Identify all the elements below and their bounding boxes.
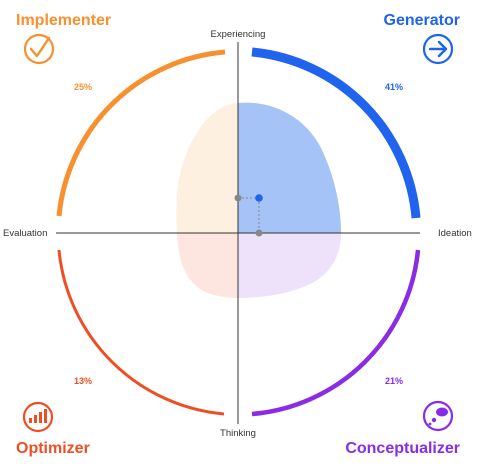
projection-point-right xyxy=(255,229,263,237)
signal-bars-circle-icon xyxy=(22,401,54,433)
arc-optimizer xyxy=(57,249,225,416)
blob-conceptualizer-area xyxy=(238,233,341,298)
implementer-percent: 25% xyxy=(74,82,92,92)
blob-generator-area xyxy=(238,102,341,233)
profile-blob xyxy=(176,102,341,298)
position-marker xyxy=(234,194,263,237)
position-dot xyxy=(255,194,263,202)
optimizer-percent: 13% xyxy=(74,376,92,386)
axis-label-bottom: Thinking xyxy=(220,428,256,439)
generator-percent: 41% xyxy=(385,82,403,92)
axis-label-top: Experiencing xyxy=(211,29,266,40)
blob-implementer-area xyxy=(176,103,238,233)
arc-conceptualizer xyxy=(251,249,421,417)
axis-label-left: Evaluation xyxy=(3,228,47,239)
conceptualizer-title: Conceptualizer xyxy=(345,440,460,457)
generator-title: Generator xyxy=(384,12,460,29)
arc-implementer xyxy=(56,49,226,217)
blob-optimizer-area xyxy=(177,233,238,298)
arrow-right-circle-icon xyxy=(422,33,454,65)
optimizer-title: Optimizer xyxy=(16,440,90,457)
implementer-title: Implementer xyxy=(16,12,111,29)
thought-bubble-circle-icon xyxy=(422,400,454,432)
projection-point-top xyxy=(234,194,242,202)
checkmark-circle-icon xyxy=(23,33,55,65)
axis-label-right: Ideation xyxy=(438,228,472,239)
conceptualizer-percent: 21% xyxy=(385,376,403,386)
arc-generator xyxy=(251,47,421,219)
